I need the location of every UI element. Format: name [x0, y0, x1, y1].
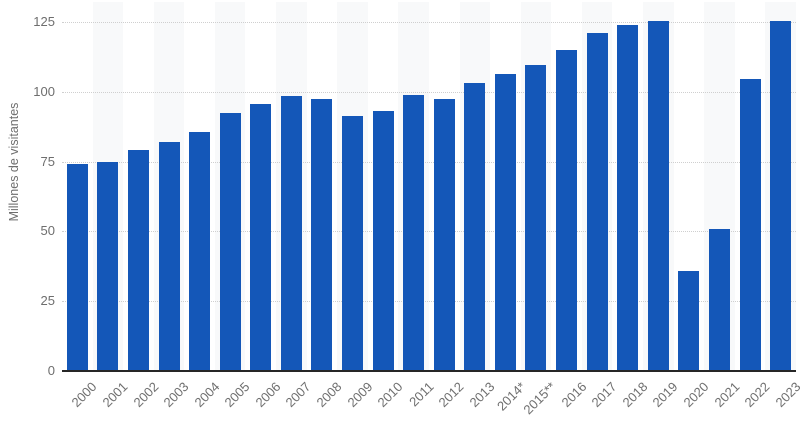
column-2005 [214, 2, 246, 371]
bar-2006[interactable] [250, 104, 272, 371]
column-2013 [459, 2, 491, 371]
bar-2009[interactable] [341, 115, 363, 371]
column-2011 [398, 2, 429, 371]
column-2006 [245, 2, 276, 371]
bar-2012[interactable] [433, 98, 455, 371]
bar-2017[interactable] [586, 33, 608, 371]
gridline-25 [62, 301, 796, 303]
bar-2002[interactable] [127, 150, 149, 371]
bar-2021[interactable] [708, 228, 730, 371]
y-tick-label-75: 75 [40, 153, 55, 169]
column-2004 [184, 2, 215, 371]
x-tick-label-2020: 2020 [680, 379, 712, 411]
bar-2022[interactable] [739, 79, 761, 371]
column-2014* [490, 2, 521, 371]
x-tick-label-2004: 2004 [191, 379, 223, 411]
bar-2005[interactable] [219, 112, 241, 371]
bar-2004[interactable] [189, 132, 211, 371]
column-2007 [276, 2, 307, 371]
bar-2011[interactable] [403, 94, 425, 371]
bar-columns [62, 2, 796, 371]
x-tick-label-2017: 2017 [588, 379, 620, 411]
x-tick-label-2021: 2021 [711, 379, 743, 411]
x-axis-tick-labels: 2000 2001 2002 2003 2004 2005 2006 2007 2008 2009… [62, 379, 800, 432]
gridline-125 [62, 22, 796, 23]
x-axis-line [62, 370, 796, 372]
column-2000 [62, 2, 93, 371]
bar-2014*[interactable] [494, 73, 516, 371]
bar-2019[interactable] [647, 20, 669, 371]
column-2022 [735, 2, 766, 371]
column-2021 [704, 2, 735, 371]
x-tick-label-2010: 2010 [374, 379, 406, 411]
bar-2010[interactable] [372, 111, 394, 371]
x-tick-label-2018: 2018 [619, 379, 651, 411]
column-2008 [307, 2, 338, 371]
bar-2013[interactable] [464, 83, 486, 371]
y-tick-label-50: 50 [40, 223, 55, 239]
bar-2015**[interactable] [525, 65, 547, 371]
column-2016 [551, 2, 582, 371]
column-2018 [612, 2, 643, 371]
x-tick-label-2019: 2019 [649, 379, 682, 411]
y-tick-label-25: 25 [40, 293, 55, 309]
column-2003 [153, 2, 185, 371]
bar-2023[interactable] [770, 20, 792, 371]
column-2012 [429, 2, 460, 371]
x-tick-label-2012: 2012 [435, 379, 467, 411]
x-tick-label-2007: 2007 [282, 379, 315, 411]
x-tick-label-2011: 2011 [405, 379, 437, 410]
x-tick-label-2006: 2006 [252, 379, 284, 411]
column-2001 [92, 2, 124, 371]
column-2020 [674, 2, 705, 371]
bar-2008[interactable] [311, 98, 333, 371]
bar-2016[interactable] [556, 49, 578, 371]
column-2010 [368, 2, 399, 371]
bar-2001[interactable] [97, 161, 119, 371]
y-tick-label-100: 100 [33, 83, 55, 99]
bar-2007[interactable] [280, 96, 302, 371]
x-tick-label-2009: 2009 [344, 379, 376, 411]
x-tick-label-2001: 2001 [99, 379, 131, 411]
y-axis-tick-labels: 0 25 50 75 100 125 [0, 0, 56, 432]
x-tick-label-2023: 2023 [772, 379, 800, 411]
x-tick-label-2003: 2003 [160, 379, 192, 411]
bar-2000[interactable] [66, 164, 88, 371]
x-tick-label-2015**: 2015** [520, 379, 559, 418]
column-2019 [642, 2, 674, 371]
x-tick-label-2005: 2005 [221, 379, 253, 411]
column-2009 [337, 2, 368, 371]
x-tick-label-2013: 2013 [466, 379, 498, 411]
x-tick-label-2022: 2022 [741, 379, 773, 411]
column-2023 [765, 2, 796, 371]
x-tick-label-2000: 2000 [68, 379, 100, 411]
x-tick-label-2008: 2008 [313, 379, 345, 411]
gridline-100 [62, 91, 796, 93]
gridline-50 [62, 231, 796, 233]
plot-area [62, 2, 796, 372]
gridline-75 [62, 161, 796, 163]
bar-2018[interactable] [617, 24, 639, 371]
bar-2003[interactable] [158, 142, 180, 371]
x-tick-label-2016: 2016 [558, 379, 590, 411]
y-tick-label-125: 125 [33, 14, 55, 29]
x-tick-label-2002: 2002 [130, 379, 162, 411]
y-tick-label-0: 0 [47, 363, 55, 378]
column-2017 [581, 2, 613, 371]
column-2002 [123, 2, 154, 371]
column-2015** [520, 2, 552, 371]
bar-2020[interactable] [678, 270, 700, 371]
